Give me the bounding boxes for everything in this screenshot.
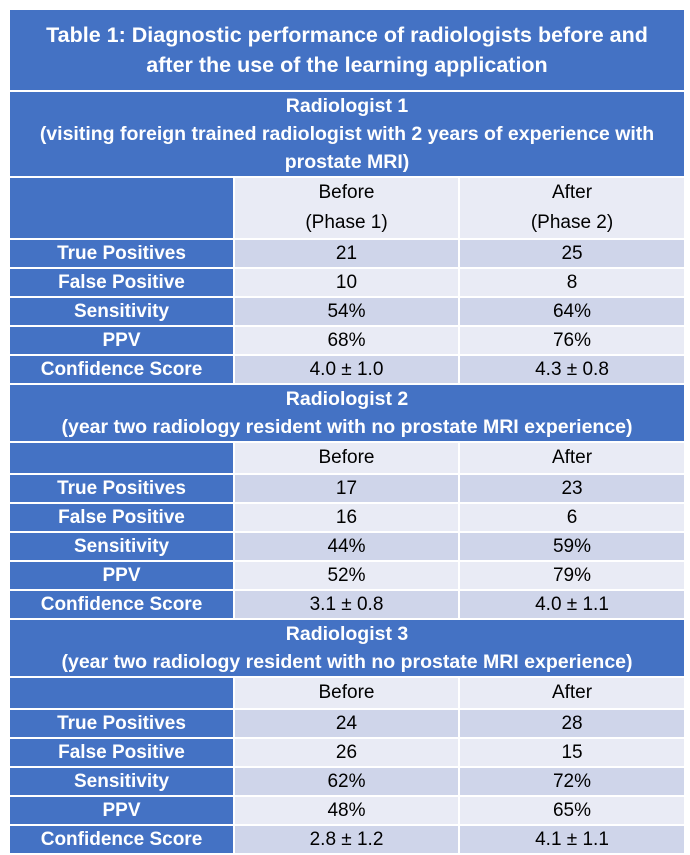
table-row: True Positives 24 28 bbox=[8, 708, 687, 739]
row-label: Sensitivity bbox=[8, 296, 235, 327]
row-label: PPV bbox=[8, 560, 235, 591]
after-value: 4.1 ± 1.1 bbox=[457, 824, 687, 855]
section-header-row: Radiologist 2 (year two radiology reside… bbox=[7, 383, 687, 443]
after-phase-label: (Phase 2) bbox=[530, 212, 614, 233]
before-value: 16 bbox=[233, 502, 460, 533]
table-row: Confidence Score 2.8 ± 1.2 4.1 ± 1.1 bbox=[8, 824, 687, 855]
section-header-row: Radiologist 3 (year two radiology reside… bbox=[7, 618, 687, 678]
after-value: 76% bbox=[457, 325, 687, 356]
radiologist-1-description-line-2: prostate MRI) bbox=[284, 151, 410, 173]
table-row: True Positives 17 23 bbox=[8, 473, 687, 504]
before-column-header: Before bbox=[233, 676, 460, 710]
table-row: Sensitivity 54% 64% bbox=[8, 296, 687, 327]
radiologist-1-header: Radiologist 1 (visiting foreign trained … bbox=[7, 90, 687, 178]
after-value: 8 bbox=[457, 267, 687, 298]
after-value: 23 bbox=[457, 473, 687, 504]
after-value: 65% bbox=[457, 795, 687, 826]
row-label: True Positives bbox=[8, 708, 235, 739]
row-label: PPV bbox=[8, 325, 235, 356]
row-label: Confidence Score bbox=[8, 354, 235, 385]
before-value: 3.1 ± 0.8 bbox=[233, 589, 460, 620]
after-column-header: After bbox=[457, 441, 687, 475]
before-value: 2.8 ± 1.2 bbox=[233, 824, 460, 855]
before-value: 4.0 ± 1.0 bbox=[233, 354, 460, 385]
radiologist-2-name: Radiologist 2 bbox=[285, 388, 409, 410]
after-value: 72% bbox=[457, 766, 687, 797]
before-value: 10 bbox=[233, 267, 460, 298]
before-column-header: Before bbox=[233, 441, 460, 475]
table-row: False Positive 26 15 bbox=[8, 737, 687, 768]
table-title-line-2: after the use of the learning applicatio… bbox=[146, 53, 548, 77]
before-value: 68% bbox=[233, 325, 460, 356]
radiologist-3-description: (year two radiology resident with no pro… bbox=[61, 651, 633, 673]
after-value: 4.3 ± 0.8 bbox=[457, 354, 687, 385]
empty-label-cell bbox=[8, 676, 235, 710]
after-value: 25 bbox=[457, 238, 687, 269]
after-value: 59% bbox=[457, 531, 687, 562]
table-row: False Positive 16 6 bbox=[8, 502, 687, 533]
radiologist-1-name: Radiologist 1 bbox=[285, 95, 409, 117]
before-column-header: Before (Phase 1) bbox=[233, 176, 460, 240]
radiologist-3-header: Radiologist 3 (year two radiology reside… bbox=[7, 618, 687, 678]
after-label: After bbox=[551, 682, 593, 703]
after-column-header: After (Phase 2) bbox=[457, 176, 687, 240]
after-label: After bbox=[551, 182, 593, 203]
table-row: True Positives 21 25 bbox=[8, 238, 687, 269]
after-value: 79% bbox=[457, 560, 687, 591]
row-label: False Positive bbox=[8, 737, 235, 768]
column-header-row: Before After bbox=[8, 441, 687, 475]
before-phase-label: (Phase 1) bbox=[305, 212, 388, 233]
table-row: PPV 68% 76% bbox=[8, 325, 687, 356]
table-row: Confidence Score 3.1 ± 0.8 4.0 ± 1.1 bbox=[8, 589, 687, 620]
row-label: True Positives bbox=[8, 473, 235, 504]
radiologist-1-description-line-1: (visiting foreign trained radiologist wi… bbox=[39, 123, 655, 145]
before-value: 44% bbox=[233, 531, 460, 562]
after-value: 6 bbox=[457, 502, 687, 533]
table-title: Table 1: Diagnostic performance of radio… bbox=[7, 8, 687, 92]
before-value: 21 bbox=[233, 238, 460, 269]
table-row: False Positive 10 8 bbox=[8, 267, 687, 298]
before-value: 54% bbox=[233, 296, 460, 327]
table-row: Sensitivity 62% 72% bbox=[8, 766, 687, 797]
section-header-row: Radiologist 1 (visiting foreign trained … bbox=[7, 90, 687, 178]
after-value: 64% bbox=[457, 296, 687, 327]
before-label: Before bbox=[318, 447, 375, 468]
row-label: Confidence Score bbox=[8, 589, 235, 620]
row-label: False Positive bbox=[8, 267, 235, 298]
table-title-line-1: Table 1: Diagnostic performance of radio… bbox=[46, 23, 648, 47]
column-header-row: Before After bbox=[8, 676, 687, 710]
row-label: Sensitivity bbox=[8, 766, 235, 797]
after-column-header: After bbox=[457, 676, 687, 710]
radiologist-2-header: Radiologist 2 (year two radiology reside… bbox=[7, 383, 687, 443]
row-label: True Positives bbox=[8, 238, 235, 269]
before-label: Before bbox=[318, 682, 375, 703]
before-value: 62% bbox=[233, 766, 460, 797]
row-label: Sensitivity bbox=[8, 531, 235, 562]
empty-label-cell bbox=[8, 176, 235, 240]
before-label: Before bbox=[318, 182, 375, 203]
radiologist-2-description: (year two radiology resident with no pro… bbox=[61, 416, 633, 438]
after-value: 28 bbox=[457, 708, 687, 739]
table-row: PPV 52% 79% bbox=[8, 560, 687, 591]
before-value: 52% bbox=[233, 560, 460, 591]
before-value: 17 bbox=[233, 473, 460, 504]
before-value: 24 bbox=[233, 708, 460, 739]
before-value: 48% bbox=[233, 795, 460, 826]
before-value: 26 bbox=[233, 737, 460, 768]
table-row: Confidence Score 4.0 ± 1.0 4.3 ± 0.8 bbox=[8, 354, 687, 385]
after-value: 4.0 ± 1.1 bbox=[457, 589, 687, 620]
row-label: PPV bbox=[8, 795, 235, 826]
table-row: PPV 48% 65% bbox=[8, 795, 687, 826]
after-label: After bbox=[551, 447, 593, 468]
after-value: 15 bbox=[457, 737, 687, 768]
title-row: Table 1: Diagnostic performance of radio… bbox=[7, 8, 687, 92]
radiologist-3-name: Radiologist 3 bbox=[285, 623, 409, 645]
empty-label-cell bbox=[8, 441, 235, 475]
row-label: False Positive bbox=[8, 502, 235, 533]
row-label: Confidence Score bbox=[8, 824, 235, 855]
table-row: Sensitivity 44% 59% bbox=[8, 531, 687, 562]
performance-table: Table 1: Diagnostic performance of radio… bbox=[7, 8, 687, 855]
column-header-row: Before (Phase 1) After (Phase 2) bbox=[8, 176, 687, 240]
